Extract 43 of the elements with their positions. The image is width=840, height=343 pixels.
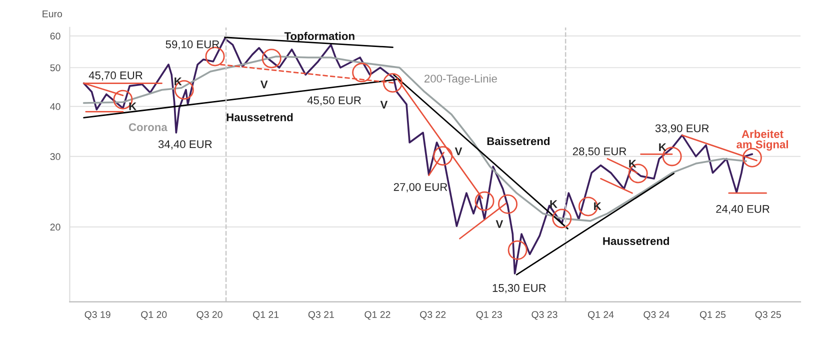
y-tick-label: 30: [50, 153, 60, 160]
x-tick-label: Q1 23: [476, 311, 502, 320]
y-tick-label: 20: [50, 224, 60, 231]
annotation: V: [454, 148, 462, 156]
annotation: 28,50 EUR: [572, 147, 626, 157]
annotation: 24,40 EUR: [716, 205, 770, 214]
x-tick-label: Q3 19: [84, 311, 110, 320]
x-tick-label: Q1 25: [700, 311, 726, 320]
x-tick-label: Q1 24: [588, 311, 614, 320]
y-axis-title: Euro: [42, 10, 62, 18]
annotation: Corona: [128, 123, 168, 132]
annotation: 34,40 EUR: [158, 140, 212, 150]
annotation: Arbeitet am Signal: [736, 130, 788, 151]
annotation: V: [260, 80, 268, 88]
annotation: V: [380, 100, 388, 109]
annotation: 59,10 EUR: [166, 40, 220, 50]
x-tick-label: Q1 22: [364, 311, 390, 320]
annotation: K: [129, 102, 136, 110]
annotation: K: [629, 160, 636, 168]
annotation: 45,50 EUR: [307, 96, 361, 106]
y-tick-label: 40: [50, 103, 60, 110]
y-tick-label: 50: [50, 64, 60, 72]
annotation: 200-Tage-Linie: [424, 74, 497, 85]
annotation: 45,70 EUR: [88, 71, 142, 81]
annotation: 27,00 EUR: [394, 183, 448, 192]
annotation: Topformation: [284, 32, 354, 42]
x-tick-label: Q3 22: [420, 311, 446, 320]
x-tick-label: Q1 21: [253, 311, 279, 320]
annotation: Baissetrend: [487, 136, 550, 146]
x-tick-label: Q3 24: [644, 311, 670, 320]
x-tick-label: Q3 20: [196, 311, 222, 320]
x-tick-label: Q1 20: [141, 311, 167, 320]
annotation: Haussetrend: [226, 113, 293, 122]
annotation: 33,90 EUR: [655, 124, 709, 134]
annotation: K: [550, 200, 558, 208]
annotation: K: [659, 143, 666, 152]
annotation: Haussetrend: [603, 236, 670, 246]
y-tick-label: 60: [50, 32, 60, 40]
annotation: V: [496, 220, 504, 228]
annotation: 15,30 EUR: [492, 284, 546, 294]
x-tick-label: Q3 21: [308, 311, 334, 320]
x-tick-label: Q3 23: [532, 311, 558, 320]
x-tick-label: Q3 25: [755, 311, 781, 320]
